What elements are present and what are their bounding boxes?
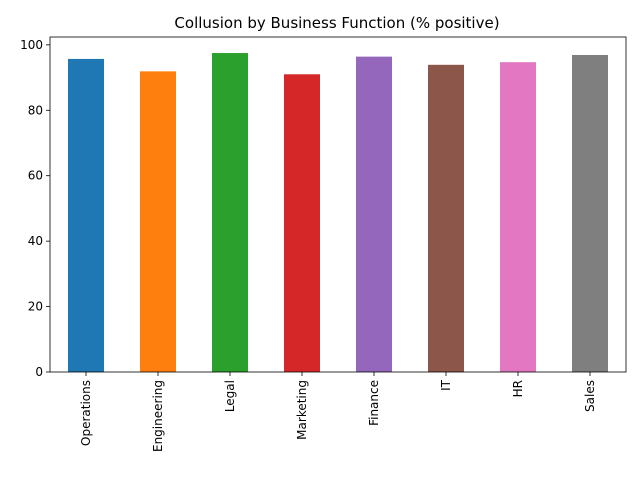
x-tick-label: IT [439,379,453,391]
bar-marketing [284,74,320,372]
y-axis-ticks: 0 20 40 60 80 100 [20,38,50,379]
x-tick-label: HR [511,380,525,397]
y-tick-label: 20 [28,300,43,314]
x-tick-label: Legal [223,380,237,412]
y-tick-label: 100 [20,38,43,52]
bar-operations [68,58,104,372]
axes-layer [49,36,627,373]
x-tick-label: Operations [79,380,93,446]
y-tick-label: 0 [35,365,43,379]
bar-legal [212,53,248,372]
bar-sales [572,54,608,372]
chart-title: Collusion by Business Function (% positi… [174,14,499,32]
plot-frame [49,36,627,373]
bars-layer [68,53,608,372]
x-tick-label: Finance [367,380,381,426]
bar-finance [356,56,392,372]
bar-engineering [140,71,176,372]
x-tick-label: Sales [583,380,597,412]
y-tick-label: 40 [28,234,43,248]
x-tick-label: Engineering [151,380,165,452]
y-tick-label: 60 [28,169,43,183]
bar-hr [500,62,536,372]
x-tick-label: Marketing [295,380,309,440]
x-axis-ticks: Operations Engineering Legal Marketing Finan… [79,372,597,452]
bar-it [428,64,464,372]
y-tick-label: 80 [28,103,43,117]
